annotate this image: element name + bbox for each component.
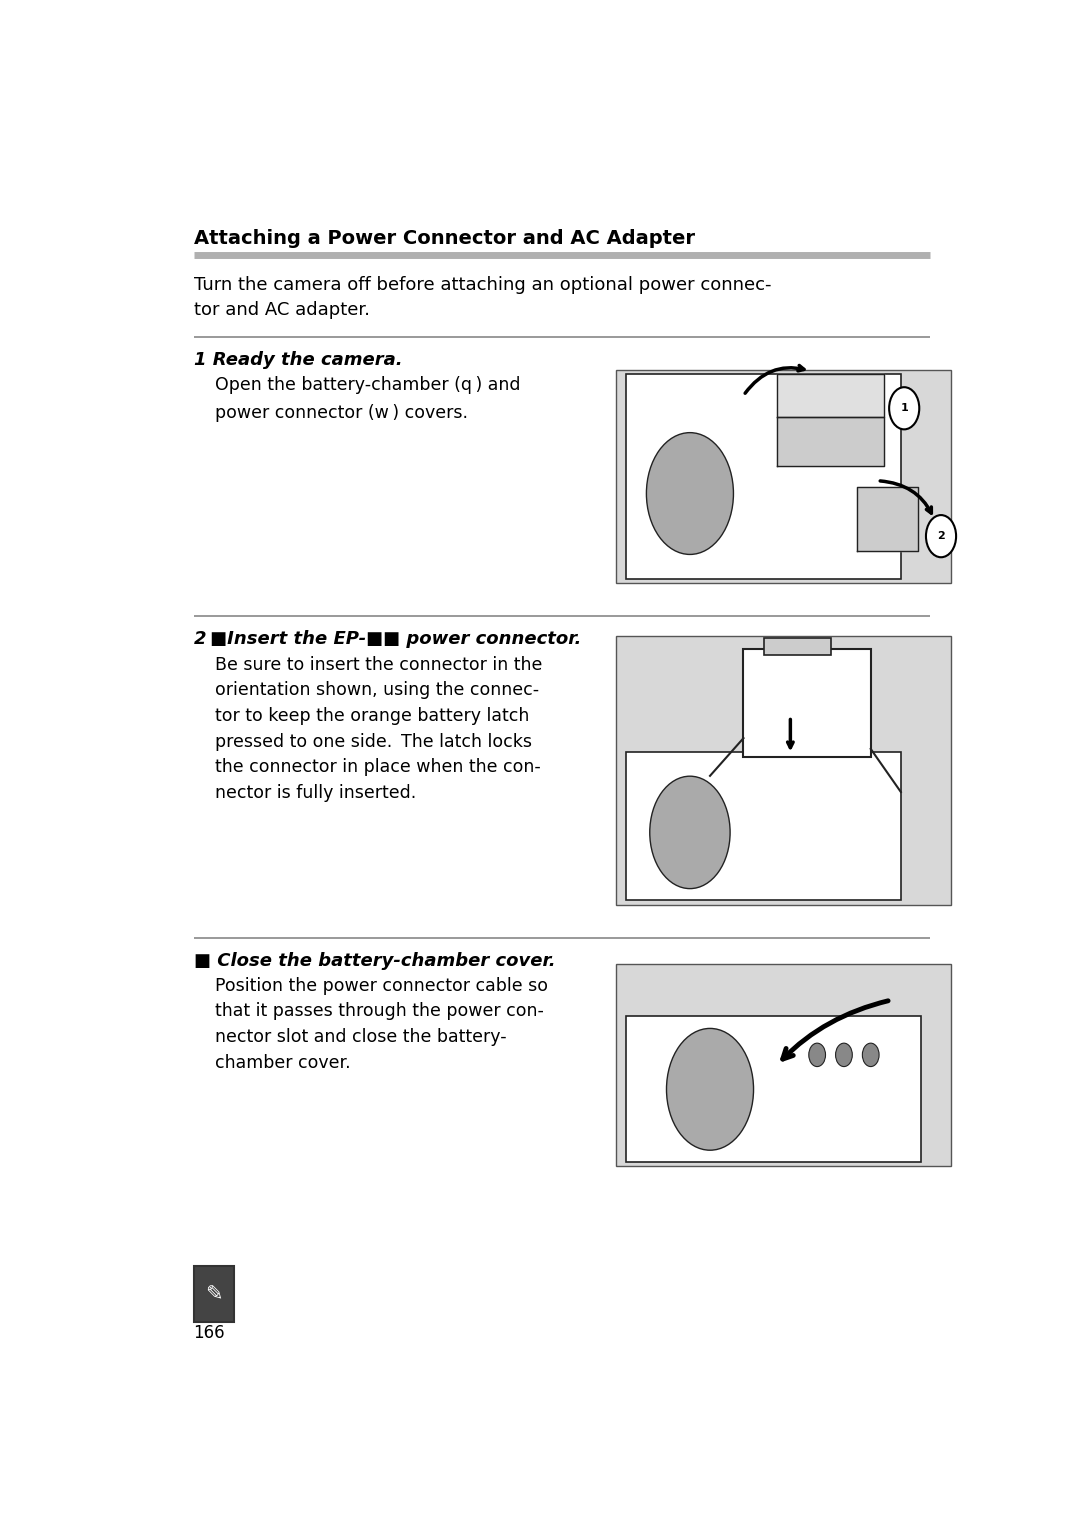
Circle shape <box>926 516 956 557</box>
Text: 1: 1 <box>901 403 908 414</box>
Text: 2: 2 <box>937 531 945 541</box>
Text: Position the power connector cable so
that it passes through the power con-
nect: Position the power connector cable so th… <box>215 976 548 1072</box>
Text: ■ Close the battery-chamber cover.: ■ Close the battery-chamber cover. <box>193 952 555 970</box>
Text: ✎: ✎ <box>205 1284 222 1303</box>
Text: 2 ■Insert the EP-■■ power connector.: 2 ■Insert the EP-■■ power connector. <box>193 630 581 648</box>
Circle shape <box>666 1028 754 1150</box>
Bar <box>617 964 951 1167</box>
Circle shape <box>836 1043 852 1066</box>
Circle shape <box>809 1043 825 1066</box>
Bar <box>743 649 870 757</box>
Bar <box>626 1016 921 1162</box>
Polygon shape <box>777 374 885 417</box>
Bar <box>764 639 831 654</box>
Bar <box>626 751 901 900</box>
Circle shape <box>650 776 730 888</box>
Text: Be sure to insert the connector in the
orientation shown, using the connec-
tor : Be sure to insert the connector in the o… <box>215 656 542 802</box>
Bar <box>193 1265 233 1322</box>
Circle shape <box>889 388 919 429</box>
Text: Turn the camera off before attaching an optional power connec-
tor and AC adapte: Turn the camera off before attaching an … <box>193 277 771 319</box>
Bar <box>617 636 951 905</box>
Polygon shape <box>858 487 918 551</box>
Text: 1 Ready the camera.: 1 Ready the camera. <box>193 351 402 370</box>
Polygon shape <box>777 417 885 465</box>
Text: Attaching a Power Connector and AC Adapter: Attaching a Power Connector and AC Adapt… <box>193 230 694 248</box>
Circle shape <box>862 1043 879 1066</box>
Bar <box>626 374 901 580</box>
Circle shape <box>647 432 733 555</box>
Bar <box>617 370 951 583</box>
Text: Open the battery-chamber (q ) and
power connector (w ) covers.: Open the battery-chamber (q ) and power … <box>215 376 519 423</box>
Text: 166: 166 <box>193 1325 226 1343</box>
